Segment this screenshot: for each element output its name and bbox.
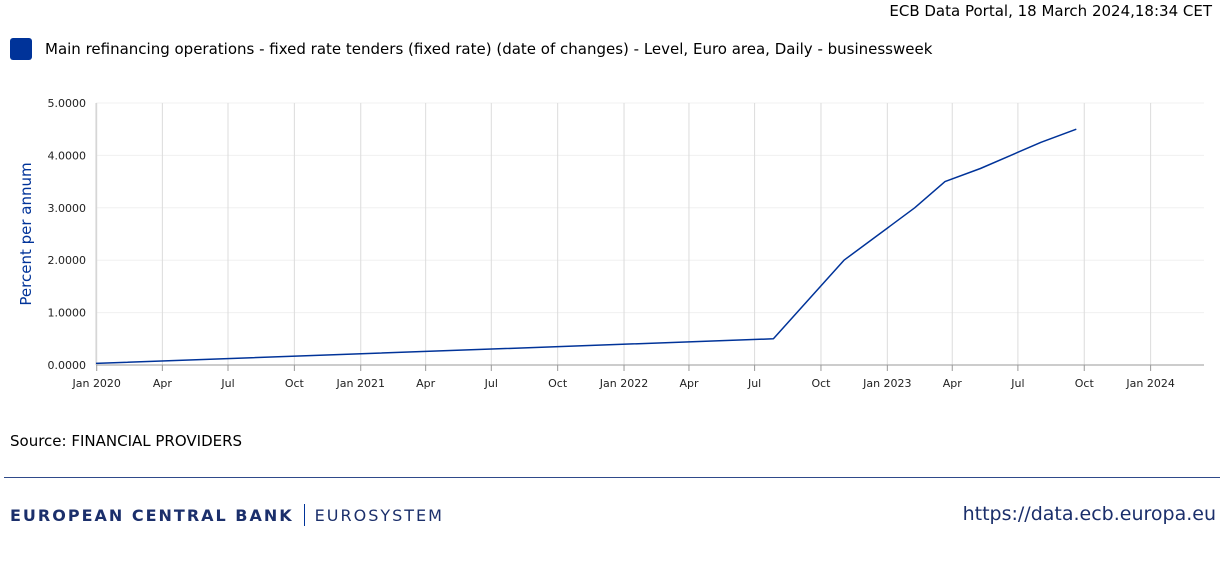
x-tick-label: Oct <box>1075 377 1095 390</box>
footer-divider <box>4 477 1220 478</box>
x-tick-label: Jan 2023 <box>862 377 911 390</box>
y-tick-label: 3.0000 <box>48 202 87 215</box>
x-tick-label: Jul <box>747 377 761 390</box>
eurosystem-label: EUROSYSTEM <box>314 505 444 525</box>
ecb-logo: EUROPEAN CENTRAL BANK EUROSYSTEM <box>10 504 444 526</box>
x-tick-label: Apr <box>416 377 436 390</box>
x-tick-label: Jan 2024 <box>1125 377 1174 390</box>
series-layer <box>95 128 1077 365</box>
series-line[interactable] <box>95 128 1077 365</box>
y-tick-label: 0.0000 <box>48 359 87 372</box>
x-tick-label: Jan 2021 <box>336 377 385 390</box>
tick-labels: 0.0000 1.0000 2.0000 3.0000 4.0000 5.0000 Jan … <box>48 97 1175 390</box>
y-tick-label: 4.0000 <box>48 149 87 162</box>
x-tick-label: Oct <box>285 377 305 390</box>
x-tick-label: Jul <box>1010 377 1024 390</box>
legend-label: Main refinancing operations - fixed rate… <box>45 40 933 58</box>
legend-swatch <box>10 38 32 60</box>
x-tick-label: Jul <box>220 377 234 390</box>
y-axis-title: Percent per annum <box>17 162 35 305</box>
x-tick-label: Apr <box>679 377 699 390</box>
x-tick-label: Jan 2022 <box>599 377 648 390</box>
grid-lines <box>96 102 1204 365</box>
portal-url-link[interactable]: https://data.ecb.europa.eu <box>962 503 1216 525</box>
axes <box>95 103 1204 371</box>
x-tick-label: Jul <box>484 377 498 390</box>
x-tick-label: Oct <box>811 377 831 390</box>
portal-timestamp: ECB Data Portal, 18 March 2024,18:34 CET <box>889 2 1212 20</box>
bank-name: EUROPEAN CENTRAL BANK <box>10 505 294 525</box>
chart-legend[interactable]: Main refinancing operations - fixed rate… <box>10 38 932 60</box>
x-tick-label: Jan 2020 <box>71 377 120 390</box>
brand-separator <box>303 504 305 526</box>
x-tick-label: Apr <box>943 377 963 390</box>
y-tick-label: 2.0000 <box>48 254 87 267</box>
y-tick-label: 1.0000 <box>48 307 87 320</box>
source-note: Source: FINANCIAL PROVIDERS <box>10 432 243 450</box>
line-chart: 0.0000 1.0000 2.0000 3.0000 4.0000 5.0000 Jan … <box>17 97 1204 390</box>
y-tick-label: 5.0000 <box>48 97 87 110</box>
x-tick-label: Apr <box>153 377 173 390</box>
x-tick-label: Oct <box>548 377 568 390</box>
